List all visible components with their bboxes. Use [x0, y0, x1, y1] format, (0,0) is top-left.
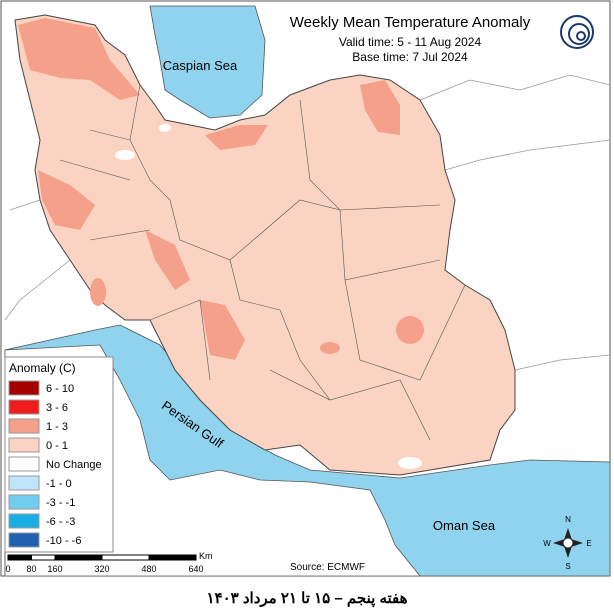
compass-e: E [586, 539, 591, 548]
logo [560, 15, 594, 49]
scale-label: 80 [26, 564, 36, 574]
scale-segment [7, 554, 32, 561]
scale-label: 480 [141, 564, 156, 574]
legend-label: 3 - 6 [46, 402, 68, 414]
legend-swatch [8, 399, 40, 415]
scale-unit: Km [199, 551, 213, 561]
valid-time: Valid time: 5 - 11 Aug 2024 [339, 35, 482, 49]
legend-swatch [8, 437, 40, 453]
legend-label: -10 - -6 [46, 535, 81, 547]
no-change-patches [115, 124, 422, 469]
warm-patches [18, 18, 424, 360]
scale-segment [54, 554, 103, 561]
oman-label: Oman Sea [433, 518, 496, 533]
neighbor-borders [4, 74, 611, 371]
scale-segment [148, 554, 197, 561]
legend-swatch [8, 475, 40, 491]
compass: N S E W [543, 515, 591, 571]
title: Weekly Mean Temperature Anomaly [290, 14, 531, 31]
legend-label: -6 - -3 [46, 516, 75, 528]
legend-swatch [8, 418, 40, 434]
compass-n: N [565, 515, 571, 524]
scale-segment [101, 554, 150, 561]
province-borders [59, 84, 466, 441]
caspian-sea [149, 5, 266, 119]
legend-label: 6 - 10 [46, 383, 74, 395]
legend-swatch [8, 532, 40, 548]
legend-label: No Change [46, 459, 102, 471]
legend-label: 1 - 3 [46, 421, 68, 433]
source: Source: ECMWF [290, 562, 365, 573]
legend-swatch [8, 494, 40, 510]
scale-label: 160 [47, 564, 62, 574]
scale-bar: 0 80 160 320 480 640 Km [5, 551, 212, 574]
legend-swatch [8, 513, 40, 529]
legend: Anomaly (C) 6 - 10 3 - 6 1 - 3 0 - 1 No Chan… [4, 356, 114, 553]
scale-label: 640 [188, 564, 203, 574]
legend-label: -3 - -1 [46, 497, 75, 509]
base-time: Base time: 7 Jul 2024 [352, 50, 468, 64]
legend-label: -1 - 0 [46, 478, 72, 490]
caspian-label: Caspian Sea [163, 58, 238, 73]
scale-label: 320 [94, 564, 109, 574]
legend-swatch [8, 456, 40, 472]
scale-label: 0 [5, 564, 10, 574]
compass-s: S [565, 562, 570, 571]
compass-w: W [543, 539, 551, 548]
scale-segment [31, 554, 56, 561]
legend-title: Anomaly (C) [9, 361, 76, 375]
legend-label: 0 - 1 [46, 440, 68, 452]
footer: هفته پنجم – ۱۵ تا ۲۱ مرداد ۱۴۰۳ [206, 590, 407, 608]
legend-swatch [8, 380, 40, 396]
